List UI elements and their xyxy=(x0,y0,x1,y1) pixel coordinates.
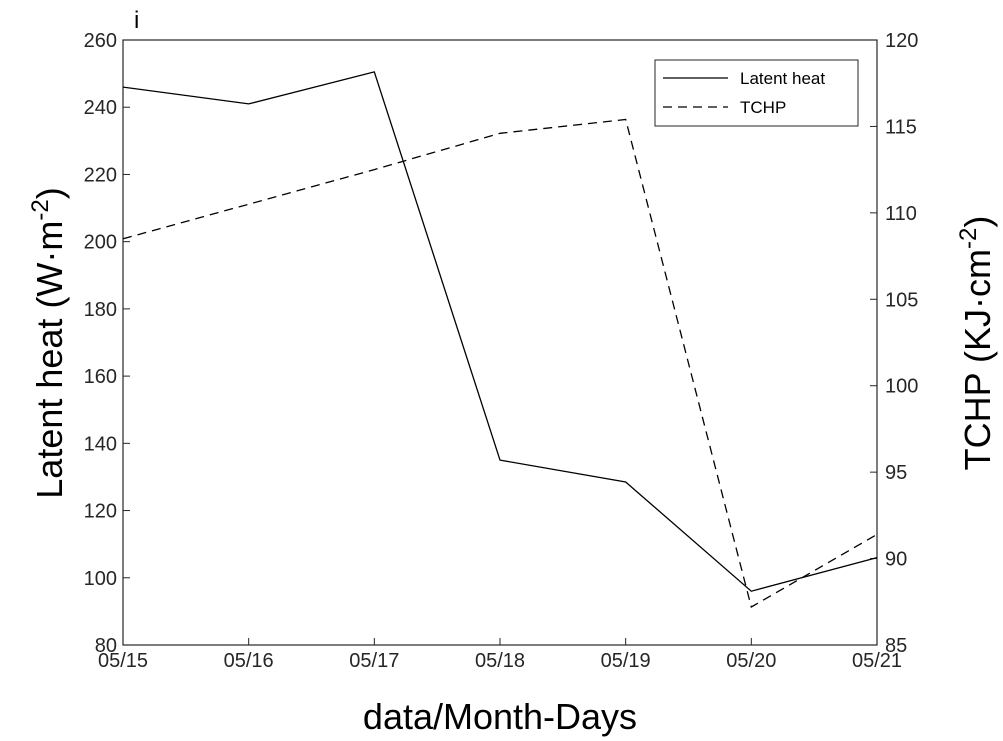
series-lines xyxy=(122,71,878,608)
x-tick-label: 05/21 xyxy=(852,650,902,672)
left-y-tick-label: 260 xyxy=(84,30,117,52)
left-y-tick-label: 200 xyxy=(84,232,117,254)
x-tick-label: 05/19 xyxy=(601,650,651,672)
x-tick-label: 05/16 xyxy=(224,650,274,672)
plot-area xyxy=(122,39,878,646)
right-y-axis-ticks: 85 90 95 100 105 110 115 120 xyxy=(870,30,918,657)
left-y-tick-label: 160 xyxy=(84,366,117,388)
legend-label-latent-heat: Latent heat xyxy=(740,69,825,88)
right-y-tick-label: 105 xyxy=(885,289,918,311)
left-y-tick-label: 220 xyxy=(84,164,117,186)
left-y-tick-label: 180 xyxy=(84,299,117,321)
left-y-axis-ticks: 80 100 120 140 160 180 200 220 240 260 xyxy=(84,30,130,657)
x-axis-ticks: 05/15 05/16 05/17 05/18 05/19 05/20 05/21 xyxy=(98,638,902,672)
left-y-tick-label: 140 xyxy=(84,433,117,455)
right-y-tick-label: 85 xyxy=(885,635,907,657)
series-line-latent-heat xyxy=(122,71,878,592)
left-y-tick-label: 240 xyxy=(84,97,117,119)
left-y-tick-label: 80 xyxy=(95,635,117,657)
left-y-axis-label: Latent heat (W·m-2) xyxy=(27,187,70,498)
legend: Latent heat TCHP xyxy=(654,59,859,127)
right-y-axis-label: TCHP (KJ·cm-2) xyxy=(955,216,998,471)
left-y-tick-label: 120 xyxy=(84,501,117,523)
right-y-tick-label: 100 xyxy=(885,376,918,398)
x-tick-label: 05/17 xyxy=(349,650,399,672)
right-y-tick-label: 90 xyxy=(885,549,907,571)
x-tick-label: 05/20 xyxy=(726,650,776,672)
legend-label-tchp: TCHP xyxy=(740,98,786,117)
left-y-tick-label: 100 xyxy=(84,568,117,590)
series-line-tchp xyxy=(122,118,878,608)
right-y-tick-label: 120 xyxy=(885,30,918,52)
x-axis-label: data/Month-Days xyxy=(363,696,637,737)
x-tick-label: 05/18 xyxy=(475,650,525,672)
legend-box xyxy=(654,59,859,127)
x-tick-label: 05/15 xyxy=(98,650,148,672)
right-y-tick-label: 95 xyxy=(885,462,907,484)
right-y-tick-label: 110 xyxy=(885,203,917,225)
panel-label: i xyxy=(134,7,139,34)
right-y-tick-label: 115 xyxy=(885,116,917,138)
